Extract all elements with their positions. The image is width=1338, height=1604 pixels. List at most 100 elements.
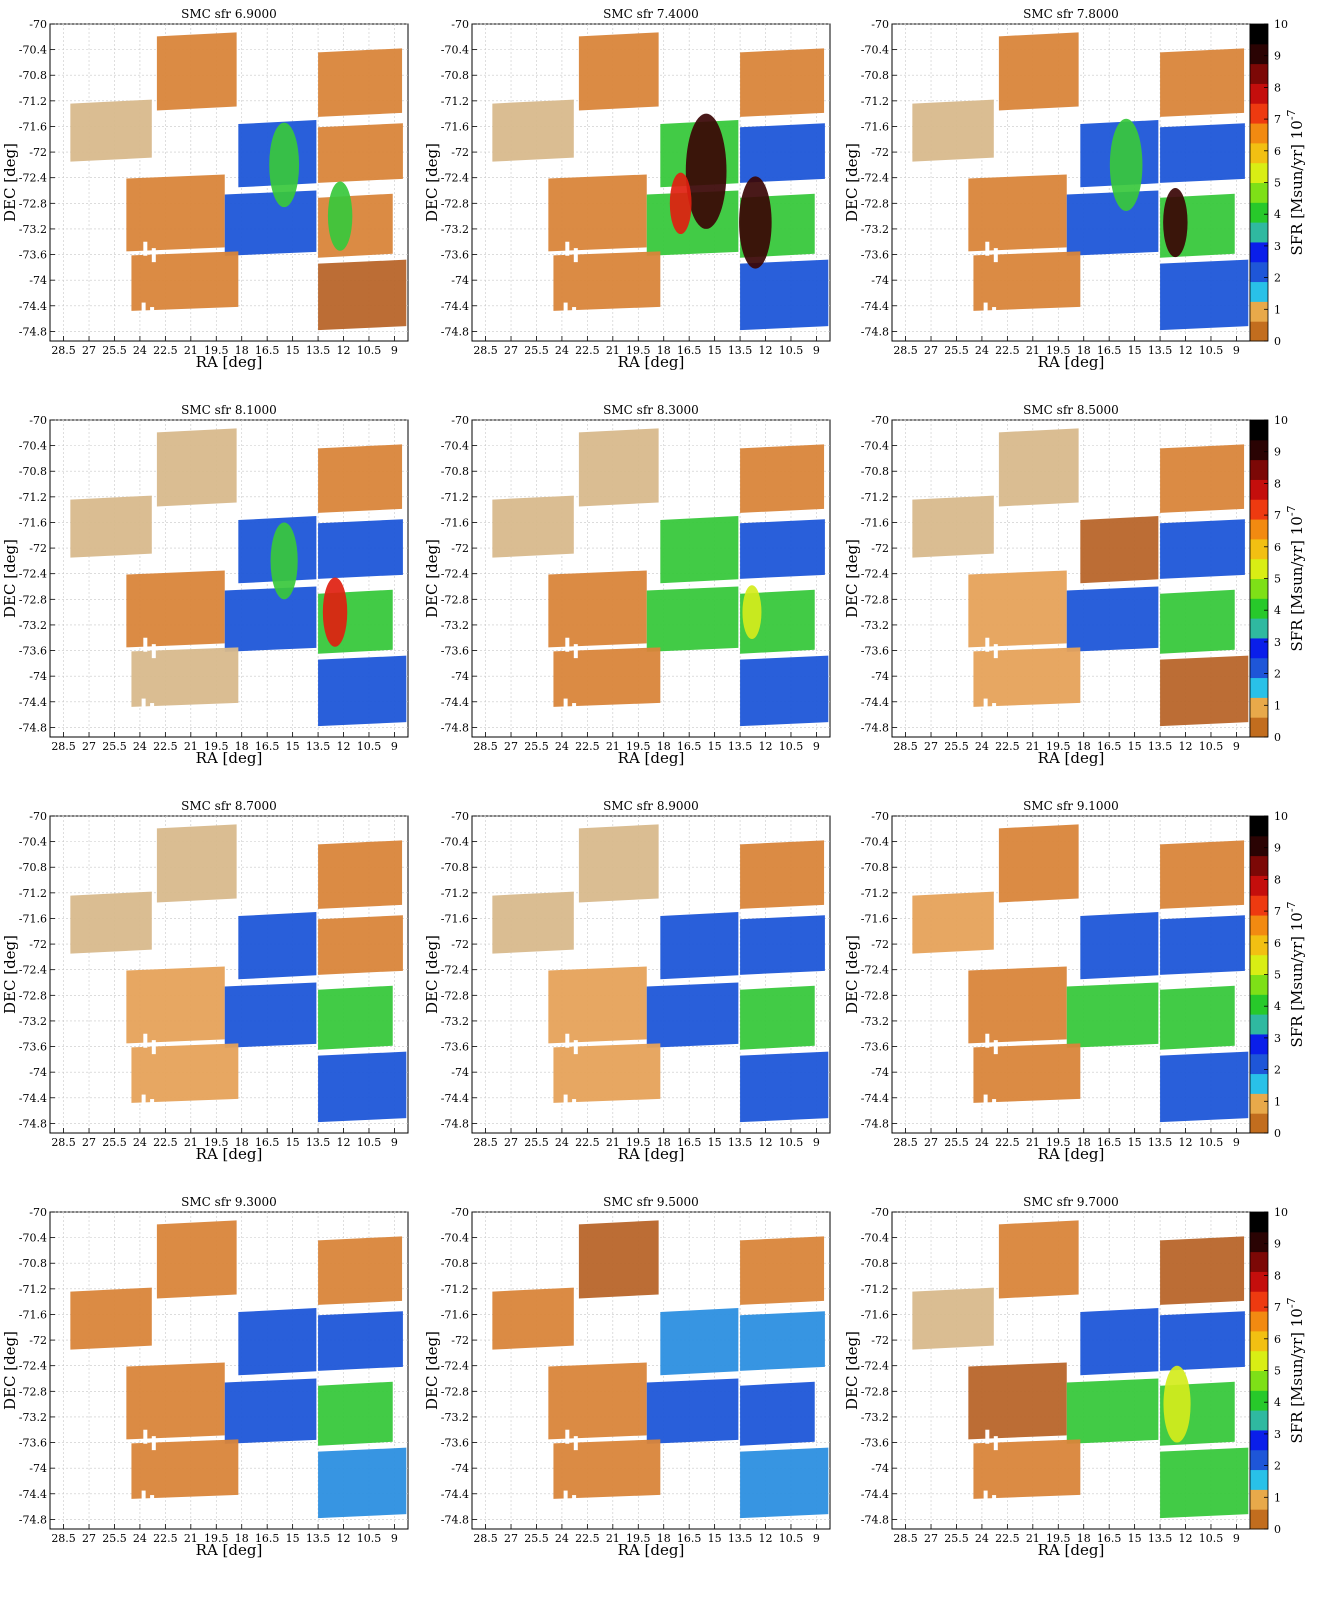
y-tick-label: -70 (451, 18, 469, 31)
y-axis-label: DEC [deg] (1, 143, 19, 222)
colorbar-tick-label: 2 (1274, 668, 1281, 681)
x-tick-label: 18 (657, 1136, 671, 1149)
colorbar-segment (1250, 875, 1268, 896)
y-tick-label: -73.2 (861, 223, 889, 236)
panel-title: SMC sfr 9.1000 (1023, 799, 1119, 813)
colorbar-segment (1250, 241, 1268, 263)
colorbar-tick-label: 0 (1274, 731, 1281, 744)
x-tick-label: 28.5 (51, 740, 76, 753)
tile-gap (143, 1033, 148, 1048)
colorbar-segment (1250, 1053, 1268, 1075)
x-tick-label: 28.5 (473, 344, 498, 357)
y-tick-label: -71.6 (441, 516, 469, 529)
y-tick-label: -70.8 (441, 1257, 469, 1270)
map-tile-t8 (1160, 985, 1235, 1050)
colorbar-segment (1250, 637, 1268, 659)
colorbar-label: SFR [Msun/yr] 10-7 (1285, 505, 1306, 651)
y-tick-label: -71.6 (861, 912, 889, 925)
x-tick-label: 27 (82, 1532, 96, 1545)
colorbar-tick-label: 6 (1274, 145, 1281, 158)
y-tick-label: -72.4 (441, 568, 469, 581)
x-tick-label: 24 (133, 344, 147, 357)
map-tile-t5 (318, 915, 403, 975)
y-tick-label: -74.4 (441, 1488, 469, 1501)
colorbar-segment (1250, 1509, 1268, 1530)
x-tick-label: 15 (286, 1136, 300, 1149)
x-tick-label: 19.5 (626, 1532, 651, 1545)
y-tick-label: -72.4 (861, 964, 889, 977)
map-tile-t6 (968, 174, 1067, 252)
map-tile-t6 (126, 174, 225, 252)
colorbar-tick-label: 3 (1274, 240, 1281, 253)
panel-10: SMC sfr 9.3000 28.5 27 25.5 24 22.5 21 19.5 18 16… (1, 1195, 409, 1559)
colorbar-segment (1250, 261, 1268, 283)
colorbar-tick-label: 10 (1274, 1206, 1288, 1219)
x-axis-label: RA [deg] (618, 749, 685, 767)
y-tick-label: -72 (29, 1334, 47, 1347)
x-axis-label: RA [deg] (1038, 749, 1105, 767)
y-tick-label: -71.6 (19, 120, 47, 133)
colorbar-tick-label: 8 (1274, 873, 1281, 886)
x-tick-label: 28.5 (51, 1136, 76, 1149)
y-tick-label: -73.2 (861, 619, 889, 632)
x-tick-label: 12 (759, 1136, 773, 1149)
tile-gap (141, 1490, 146, 1505)
x-tick-label: 13.5 (728, 1532, 753, 1545)
colorbar-4: 0 1 2 3 4 5 6 7 8 9 10 SFR [Msun/yr] 10-7 (1249, 1206, 1306, 1536)
colorbar-tick-label: 3 (1274, 636, 1281, 649)
y-tick-label: -74.4 (19, 1092, 47, 1105)
y-tick-label: -70.4 (861, 836, 889, 849)
tile-gap (563, 698, 568, 713)
colorbar-segment (1250, 182, 1268, 203)
colorbar-tick-label: 7 (1274, 509, 1281, 522)
panel-title: SMC sfr 8.3000 (603, 403, 699, 417)
y-tick-label: -72.8 (19, 197, 47, 210)
colorbar-label-exponent: -7 (1285, 109, 1298, 120)
y-tick-label: -71.2 (19, 1283, 47, 1296)
tile-gap (141, 1094, 146, 1109)
x-tick-label: 27 (924, 1136, 938, 1149)
y-axis-label: DEC [deg] (1, 935, 19, 1014)
sfr-peak (270, 522, 298, 600)
x-tick-label: 9 (813, 740, 820, 753)
x-axis-label: RA [deg] (196, 353, 263, 371)
colorbar-segment (1250, 1093, 1268, 1114)
y-tick-label: -70.4 (19, 44, 47, 57)
map-tile-t3 (492, 891, 574, 954)
y-tick-label: -70.4 (861, 440, 889, 453)
colorbar-segment (1250, 24, 1268, 45)
x-tick-label: 21 (606, 344, 620, 357)
x-tick-label: 12 (759, 344, 773, 357)
map-tile-t1 (578, 824, 659, 903)
tile-gap (572, 703, 577, 718)
x-tick-label: 19.5 (204, 1532, 229, 1545)
map-tile-t10 (131, 1439, 239, 1499)
colorbar-tick-label: 10 (1274, 18, 1288, 31)
x-tick-label: 28.5 (473, 1136, 498, 1149)
colorbar-segment (1250, 994, 1268, 1015)
y-tick-label: -74.8 (441, 1513, 469, 1526)
colorbar-label-text: SFR [Msun/yr] 10 (1288, 120, 1306, 255)
x-axis-label: RA [deg] (196, 1145, 263, 1163)
colorbar-segment (1250, 1469, 1268, 1490)
colorbar-3: 0 1 2 3 4 5 6 7 8 9 10 SFR [Msun/yr] 10-7 (1249, 810, 1306, 1140)
y-tick-label: -70 (29, 414, 47, 427)
map-tile-t2 (740, 1236, 825, 1305)
y-tick-label: -70 (29, 1206, 47, 1219)
colorbar-tick-label: 6 (1274, 541, 1281, 554)
tile-gap (992, 1495, 997, 1510)
colorbar-segment (1250, 1370, 1268, 1391)
x-tick-label: 19.5 (204, 740, 229, 753)
map-tile-t9 (1160, 1051, 1249, 1123)
panel-title: SMC sfr 8.1000 (181, 403, 277, 417)
x-tick-label: 24 (133, 1136, 147, 1149)
x-tick-label: 10.5 (779, 344, 804, 357)
y-tick-label: -72.4 (19, 1360, 47, 1373)
x-tick-label: 28.5 (473, 1532, 498, 1545)
panel-title: SMC sfr 8.9000 (603, 799, 699, 813)
map-tile-t4 (1080, 516, 1159, 584)
x-tick-label: 27 (504, 740, 518, 753)
tile-gap (993, 1040, 998, 1055)
y-tick-label: -71.2 (441, 491, 469, 504)
colorbar-tick-label: 8 (1274, 81, 1281, 94)
